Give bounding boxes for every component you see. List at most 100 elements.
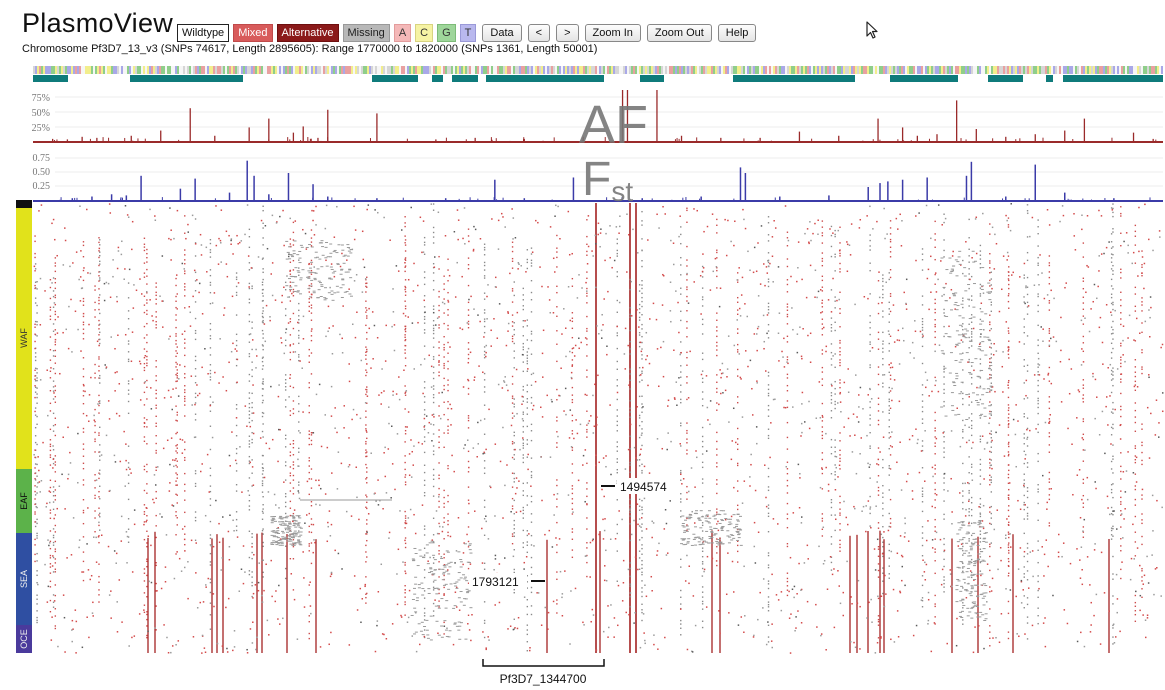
genotype-dot [299,432,301,434]
genotype-dot [1026,286,1029,288]
gene-track[interactable] [33,75,1163,82]
genotype-dot [1008,271,1010,273]
genotype-dot [115,562,117,564]
genotype-dot [155,525,157,527]
genotype-dot [629,340,632,343]
genotype-dot [98,358,100,360]
genotype-dot [793,596,795,599]
genotype-dot [970,447,973,449]
genotype-dot [954,345,957,348]
genotype-dot [511,314,514,316]
genotype-dot [36,522,38,525]
genotype-dot [467,348,470,350]
genotype-dot [1035,428,1037,430]
genotype-dot [209,404,212,406]
genotype-dot [968,508,970,510]
genotype-dot [830,323,833,326]
genotype-dot [989,233,991,235]
nucleotide-strip[interactable] [33,66,1163,74]
genotype-dot [54,548,57,550]
genotype-dot [379,499,381,502]
genotype-dot [99,485,101,487]
genotype-dot [921,532,924,534]
genotype-dot [526,443,529,445]
genotype-dot [520,265,522,267]
data-button[interactable]: Data [482,24,522,42]
genotype-dot [564,327,567,329]
genotype-dot [207,372,209,375]
genotype-dot [1026,570,1029,572]
genotype-dot [934,436,936,438]
genotype-dot [163,624,165,626]
genotype-dot [176,380,178,382]
genotype-dot [229,465,231,467]
genotype-dot [641,573,643,576]
genotype-dot [209,347,212,349]
zoom-in-button[interactable]: Zoom In [584,24,641,42]
next-button[interactable]: > [556,24,579,42]
genotype-dot [821,426,824,428]
genotype-dot [248,556,251,559]
genotype-dot [49,491,52,493]
genotype-dot [284,505,287,508]
genotype-dot [227,597,230,600]
genotype-dot [638,284,641,286]
genotype-dot [877,555,880,558]
genotype-dot [889,498,892,501]
help-button[interactable]: Help [717,24,757,42]
genotype-dot [915,215,917,217]
genotype-dot [570,377,573,380]
genotype-dot [1110,527,1113,529]
genotype-dot [1026,204,1029,206]
genotype-dot [1023,486,1025,488]
genotype-dot [308,437,310,440]
genotype-dot [1023,595,1025,597]
genotype-dot [934,336,936,339]
genotype-dot [298,354,300,356]
genotype-dot [1093,549,1096,551]
genotype-dot [747,365,749,368]
genotype-dot [404,517,407,519]
genotype-dot [438,592,440,595]
genotype-dot [1007,396,1010,399]
genotype-dot [432,311,435,314]
genotype-dot [943,388,945,391]
genotype-dot [765,266,768,268]
genotype-dot [889,526,892,528]
genotype-dot [467,486,470,488]
genotype-dot [602,457,605,459]
genotype-dot [1026,427,1029,430]
genotype-dot [882,536,884,539]
prev-button[interactable]: < [527,24,551,42]
genotype-dot [292,558,295,560]
genotype-dot [194,402,197,404]
genotype-matrix[interactable] [33,203,1164,654]
genotype-dot [162,326,164,328]
genotype-dot [447,465,449,467]
genotype-dot [701,608,704,610]
genotype-dot [447,301,450,303]
genotype-dot [990,284,993,286]
genotype-dot [405,522,408,525]
genotype-dot [251,348,253,351]
genotype-dot [943,392,945,394]
genotype-dot [447,291,449,294]
genotype-dot [718,403,720,406]
genotype-dot [36,475,38,477]
genotype-dot [155,397,157,399]
genotype-dot [98,601,100,603]
genotype-dot [680,226,682,228]
zoom-out-button[interactable]: Zoom Out [646,24,712,42]
genotype-dot [443,633,445,635]
genotype-dot [767,610,770,612]
genotype-dot [432,279,435,282]
genotype-dot [155,497,157,499]
genotype-dot [1110,296,1113,299]
genotype-dot [922,559,924,561]
genotype-dot [989,522,991,525]
genotype-dot [98,280,100,282]
genotype-dot [483,622,486,624]
genotype-dot [146,268,148,271]
genotype-dot [964,482,966,485]
